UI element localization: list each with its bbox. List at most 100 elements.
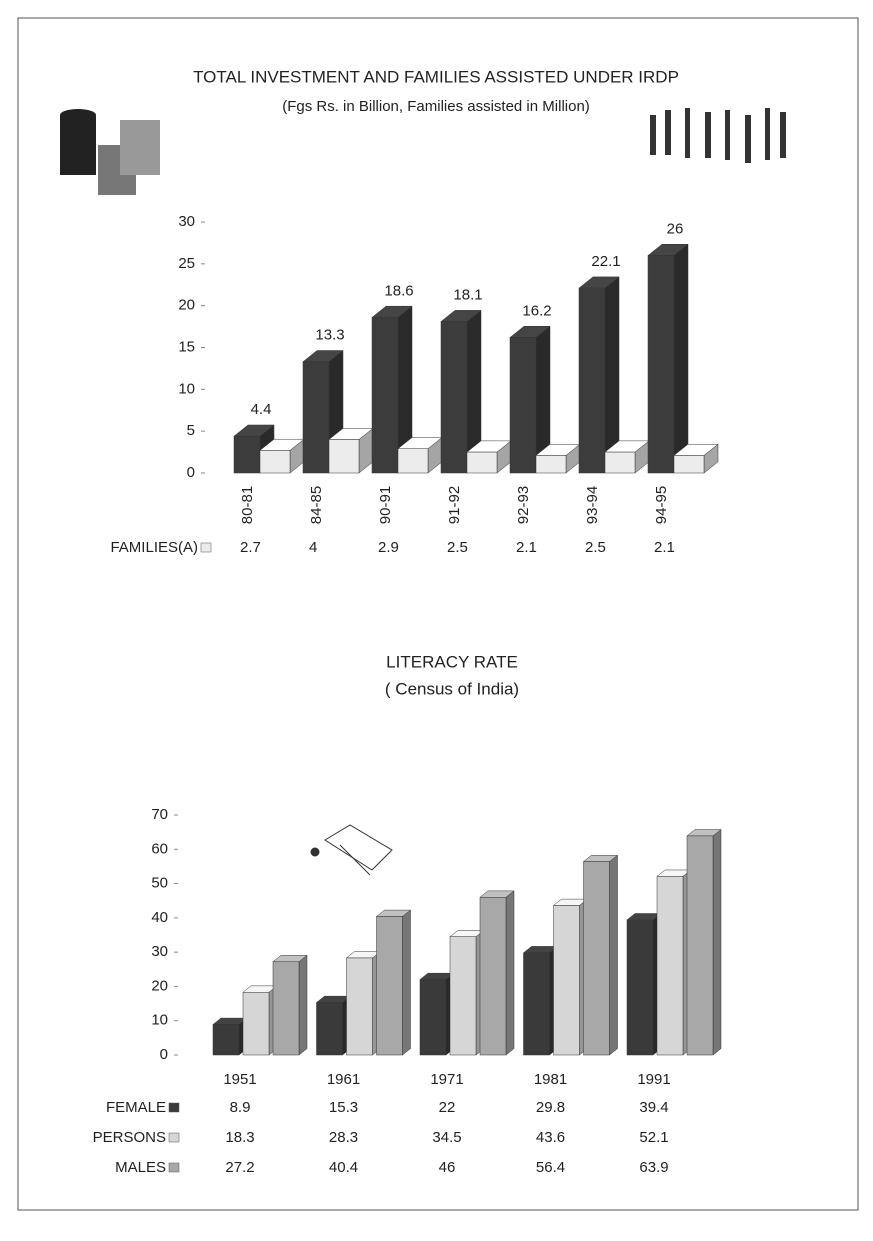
x-tick-label: 1961	[327, 1071, 360, 1088]
x-tick-label: 91-92	[446, 486, 463, 524]
x-tick-label: 90-91	[377, 486, 394, 524]
table-value: 22	[439, 1099, 456, 1116]
bar	[346, 957, 373, 1056]
bar	[316, 1002, 343, 1056]
bar	[440, 321, 468, 474]
x-tick-label: 1951	[223, 1071, 256, 1088]
bar-side	[609, 854, 618, 1056]
table-value: 2.1	[654, 539, 675, 556]
x-tick-label: 84-85	[308, 486, 325, 524]
value-label: 4.4	[251, 401, 272, 418]
y-tick-label: 50	[151, 875, 168, 892]
chart-subtitle: ( Census of India)	[385, 679, 519, 698]
x-tick-label: 80-81	[239, 486, 256, 524]
table-value: 46	[439, 1159, 456, 1176]
legend-label: FEMALE	[106, 1099, 166, 1116]
legend-label: MALES	[115, 1159, 166, 1176]
bar	[523, 952, 550, 1056]
bar	[302, 361, 330, 474]
y-tick-label: 70	[151, 806, 168, 823]
bar	[328, 439, 360, 474]
table-value: 18.3	[225, 1129, 254, 1146]
table-value: 39.4	[639, 1099, 668, 1116]
bar	[371, 317, 399, 474]
y-tick-label: 60	[151, 840, 168, 857]
value-label: 18.6	[384, 282, 413, 299]
table-value: 40.4	[329, 1159, 358, 1176]
y-tick-label: 20	[151, 977, 168, 994]
table-value: 8.9	[230, 1099, 251, 1116]
bar	[535, 455, 567, 474]
table-value: 29.8	[536, 1099, 565, 1116]
bar	[578, 287, 606, 474]
y-tick-label: 0	[187, 464, 195, 481]
value-label: 13.3	[315, 327, 344, 344]
bar	[604, 451, 636, 474]
bar-side	[298, 954, 308, 1056]
table-value: 52.1	[639, 1129, 668, 1146]
table-value: 2.1	[516, 539, 537, 556]
x-tick-label: 1971	[430, 1071, 463, 1088]
y-tick-label: 20	[178, 297, 195, 314]
bar	[259, 450, 291, 474]
chart-subtitle: (Fgs Rs. in Billion, Families assisted i…	[282, 98, 590, 115]
table-value: 2.5	[447, 539, 468, 556]
bar	[419, 979, 447, 1056]
bar	[626, 919, 654, 1056]
legend-swatch	[168, 1132, 180, 1143]
bar	[479, 897, 507, 1056]
legend-label: PERSONS	[93, 1129, 166, 1146]
bar-side	[673, 243, 689, 474]
bar	[553, 905, 580, 1056]
people-icon	[650, 108, 786, 163]
y-tick-label: 0	[160, 1046, 168, 1063]
table-value: 34.5	[432, 1129, 461, 1146]
bar	[673, 455, 705, 474]
legend-swatch	[200, 542, 212, 553]
y-tick-label: 15	[178, 338, 195, 355]
table-value: 27.2	[225, 1159, 254, 1176]
bar-side	[505, 890, 515, 1056]
book-icon	[310, 824, 393, 876]
bar	[583, 861, 610, 1056]
x-tick-label: 94-95	[653, 486, 670, 524]
value-label: 22.1	[591, 253, 620, 270]
y-tick-label: 40	[151, 909, 168, 926]
bar	[272, 961, 300, 1056]
table-value: 4	[309, 539, 317, 556]
y-tick-label: 10	[178, 380, 195, 397]
value-label: 26	[667, 220, 684, 237]
table-value: 28.3	[329, 1129, 358, 1146]
bar	[449, 936, 477, 1056]
legend-label: FAMILIES(A)	[110, 539, 198, 556]
bar	[233, 435, 261, 474]
table-value: 2.5	[585, 539, 606, 556]
table-value: 15.3	[329, 1099, 358, 1116]
y-tick-label: 5	[187, 422, 195, 439]
x-tick-label: 1991	[637, 1071, 670, 1088]
table-value: 63.9	[639, 1159, 668, 1176]
table-value: 43.6	[536, 1129, 565, 1146]
legend-swatch	[168, 1162, 180, 1173]
y-tick-label: 30	[178, 213, 195, 230]
page-border	[17, 17, 859, 1211]
bar	[686, 835, 714, 1056]
chart-title: TOTAL INVESTMENT AND FAMILIES ASSISTED U…	[193, 67, 679, 86]
bar	[466, 451, 498, 474]
bar-side	[712, 828, 722, 1056]
coins-icon	[60, 109, 160, 195]
value-label: 16.2	[522, 302, 551, 319]
y-tick-label: 10	[151, 1012, 168, 1029]
y-tick-label: 30	[151, 943, 168, 960]
table-value: 56.4	[536, 1159, 565, 1176]
bar	[509, 337, 537, 474]
y-tick-label: 25	[178, 255, 195, 272]
x-tick-label: 92-93	[515, 486, 532, 524]
bar-side	[402, 909, 411, 1056]
bar	[656, 876, 684, 1056]
table-value: 2.9	[378, 539, 399, 556]
value-label: 18.1	[453, 287, 482, 304]
chart-title: LITERACY RATE	[386, 652, 518, 671]
